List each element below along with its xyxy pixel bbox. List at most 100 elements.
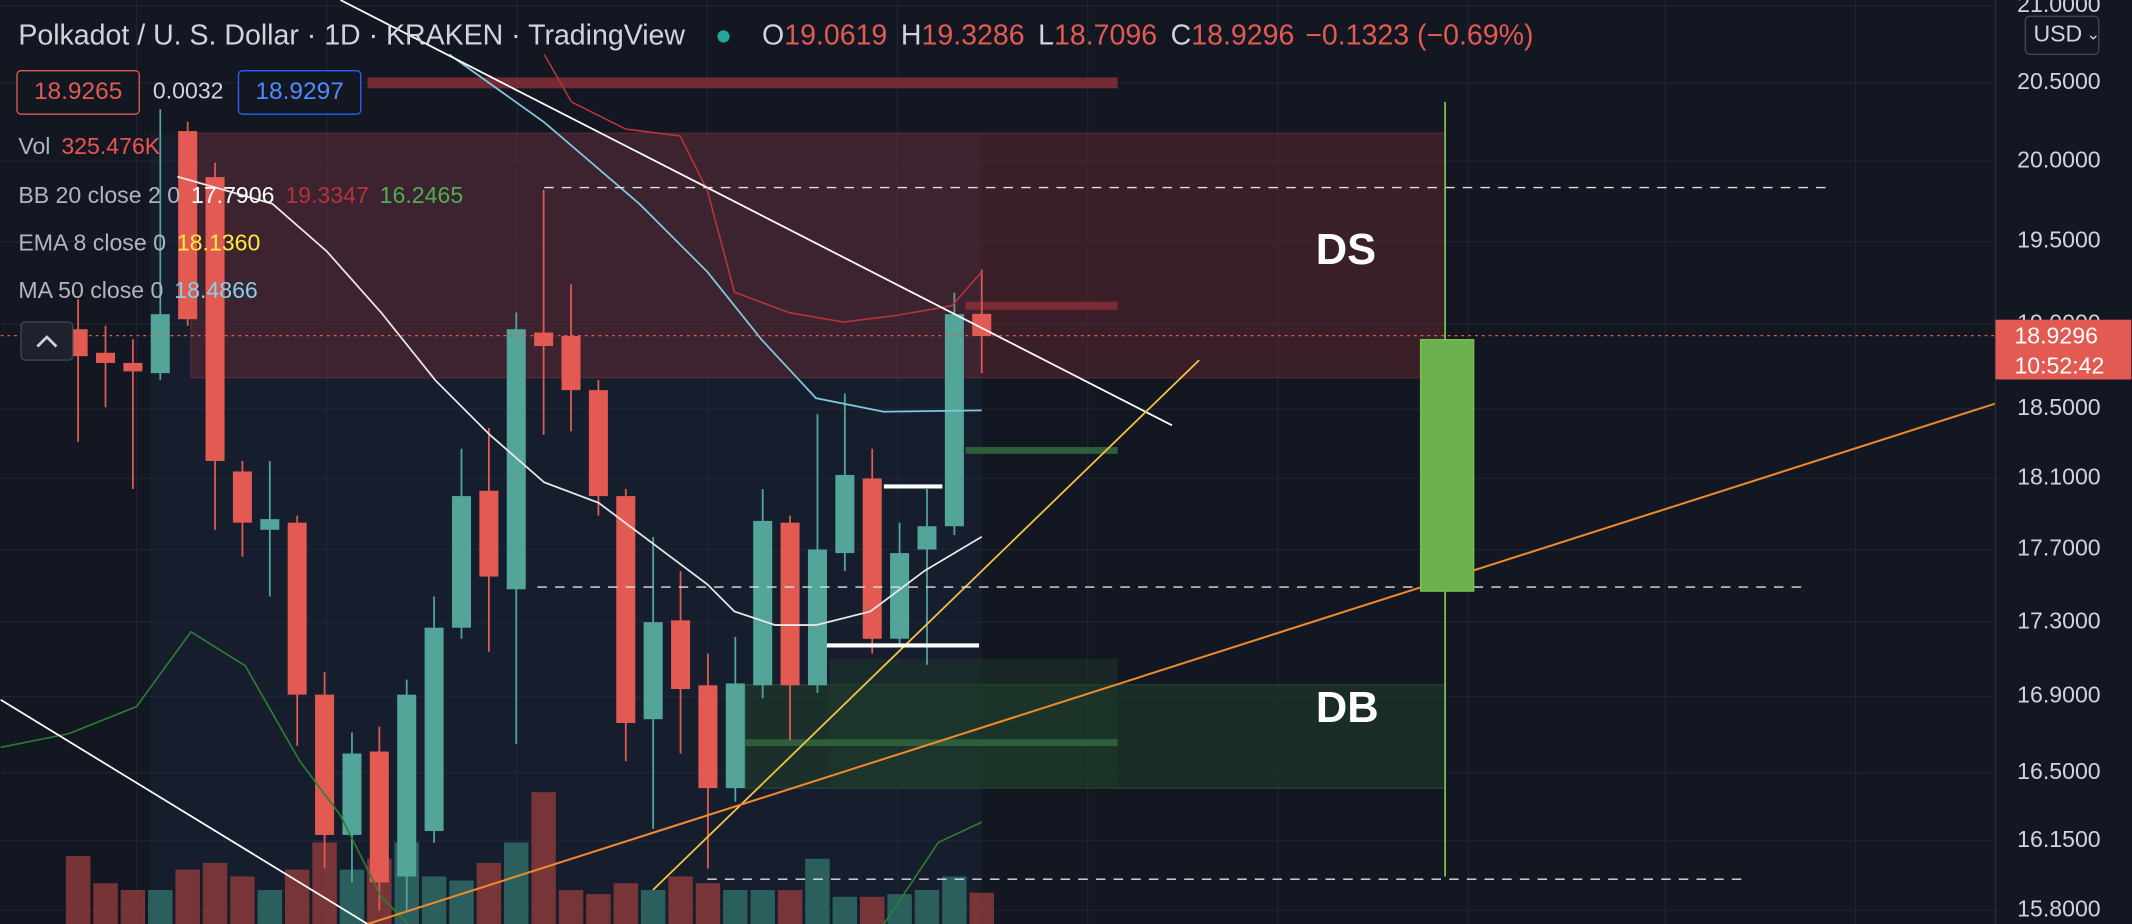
ask: 18.9297 [255,78,343,105]
annotation: DS [1316,226,1376,274]
trendline [0,699,369,924]
legend-name: EMA 8 close 0 [18,230,166,256]
candle-body [753,520,773,686]
y-tick-label: 18.1000 [2017,464,2100,490]
candle-body [944,314,964,527]
ma-line [448,53,982,413]
candle-body [890,553,910,639]
legend-row: EMA 8 close 0 18.1360 [18,230,260,256]
candle-body [725,683,745,789]
candle-body [534,332,554,347]
legend-name: BB 20 close 2 0 [18,182,180,208]
legend-value: 18.1360 [177,230,260,256]
candle-body [807,549,827,686]
ohlc-label: O [762,19,784,51]
ohlc-label: C [1171,19,1192,51]
volume-bar [202,862,228,924]
zone-bar [965,301,1118,310]
candle-body [287,522,307,695]
volume-bar [914,890,940,924]
volume-bar [887,894,912,924]
currency-button[interactable] [2024,15,2100,56]
legend-value: 18.4866 [174,277,257,303]
trendline [652,359,1200,891]
bb-lower [0,630,409,924]
candle-body [698,685,718,789]
bb-upper [543,53,983,323]
volume-bar [942,876,967,924]
last-price: 18.9296 [2014,322,2097,348]
volume-bar [65,856,91,924]
volume-bar [93,883,118,924]
volume-bar [175,869,200,924]
candle-body [917,526,937,550]
volume-bar [805,858,830,924]
candle-body [150,314,170,374]
candle-body [506,329,526,590]
volume-bar [668,876,693,924]
legend-value: 19.3347 [285,182,368,208]
projection-box [1419,339,1475,592]
y-tick-label: 16.5000 [2017,758,2100,784]
y-tick-label: 21.0000 [2017,0,2100,17]
collapse-button[interactable] [20,321,74,361]
legend-row: Vol 325.476K [18,133,160,159]
supply-zone [190,132,1446,379]
volume-bar [969,892,994,924]
price-ticks: 15.8000 16.1500 16.5000 16.9000 17.3000 17.70… [2017,0,2100,922]
volume-bar [640,890,666,924]
spread: 0.0032 [153,78,224,104]
y-tick-label: 16.1500 [2017,826,2100,852]
legend-value: 17.7906 [191,182,274,208]
ohlc-label: L [1038,19,1054,51]
volume [65,792,994,924]
candles [68,109,992,911]
bid: 18.9265 [34,78,122,105]
volume-bar [476,862,502,924]
candle-body [616,496,636,723]
legend-row: MA 50 close 0 18.4866 [18,277,257,303]
legend-value: 16.2465 [380,182,463,208]
demand-zone [744,684,1446,789]
countdown: 10:52:42 [2014,352,2104,378]
quote-boxes: 18.9265 0.0032 18.9297 [16,69,362,115]
candle-body [479,490,499,577]
candle-body [260,519,280,530]
currency-caret: ⌄ [2086,26,2100,44]
volume-bar [257,890,283,924]
ask-box[interactable] [237,69,362,115]
y-tick-label: 16.9000 [2017,682,2100,708]
y-tick-label: 15.8000 [2017,896,2100,922]
candle-body [96,352,116,363]
collapse-icon [36,335,58,348]
volume-bar [504,842,529,924]
volume-bar [723,890,748,924]
candle-body [451,496,471,628]
header: Polkadot / U. S. Dollar · 1D · KRAKEN · … [18,19,1533,51]
zone-bar [965,447,1118,454]
y-tick-label: 19.5000 [2017,227,2100,253]
zone-bar [745,739,1118,746]
legend-value: 325.476K [61,133,160,159]
legend-name: Vol [18,133,50,159]
volume-bar [230,876,255,924]
trendline [339,0,1173,427]
candle-body [671,620,691,690]
demand-zone [829,659,1118,789]
ema-line [177,175,983,626]
legend-row: BB 20 close 2 0 17.7906 19.3347 16.2465 [18,182,463,208]
y-tick-label: 17.7000 [2017,535,2100,561]
bid-box[interactable] [16,69,140,115]
volume-bar [284,869,310,924]
legend: Vol 325.476K BB 20 close 2 0 17.7906 19.3347… [18,133,463,303]
title: Polkadot / U. S. Dollar · 1D · KRAKEN · … [18,19,685,51]
candle-body [232,471,252,523]
bb-lower [883,821,983,924]
status-dot: ● [715,19,732,51]
ohlc-value: 19.0619 [784,19,887,51]
candle-body [835,474,855,554]
ohlc-value: 18.7096 [1054,19,1157,51]
ohlc-value: 18.9296 [1191,19,1294,51]
